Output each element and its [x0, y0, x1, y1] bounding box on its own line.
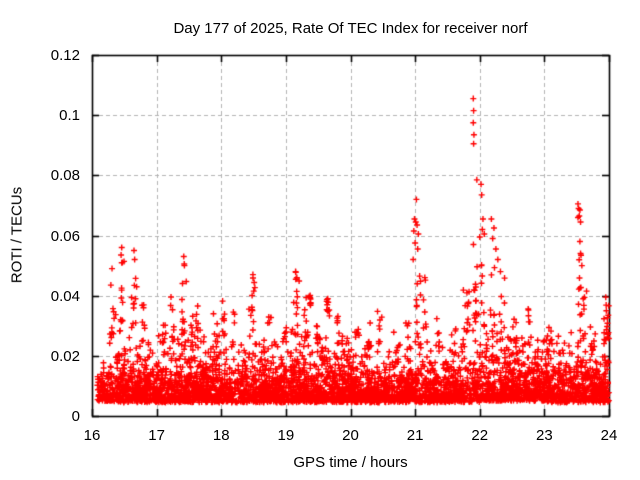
x-tick-label: 17 — [148, 427, 165, 444]
x-tick-label: 19 — [277, 427, 295, 444]
y-tick-label: 0.06 — [50, 227, 80, 245]
y-tick-label: 0.08 — [50, 167, 80, 185]
x-tick-label: 18 — [212, 427, 230, 444]
y-tick-label: 0.04 — [50, 287, 80, 305]
x-axis-label: GPS time / hours — [293, 454, 408, 471]
x-tick-label: 23 — [536, 427, 553, 444]
x-tick-label: 21 — [406, 427, 424, 444]
y-tick-label: 0.12 — [50, 47, 80, 64]
chart-title: Day 177 of 2025, Rate Of TEC Index for r… — [173, 20, 528, 37]
y-tick-label: 0.02 — [50, 347, 80, 365]
x-tick-label: 24 — [600, 427, 618, 444]
y-tick-label: 0 — [71, 408, 80, 425]
y-tick-label: 0.1 — [59, 107, 80, 125]
x-tick-label: 22 — [471, 427, 489, 444]
x-tick-label: 20 — [342, 427, 359, 444]
x-tick-label: 16 — [83, 427, 101, 444]
